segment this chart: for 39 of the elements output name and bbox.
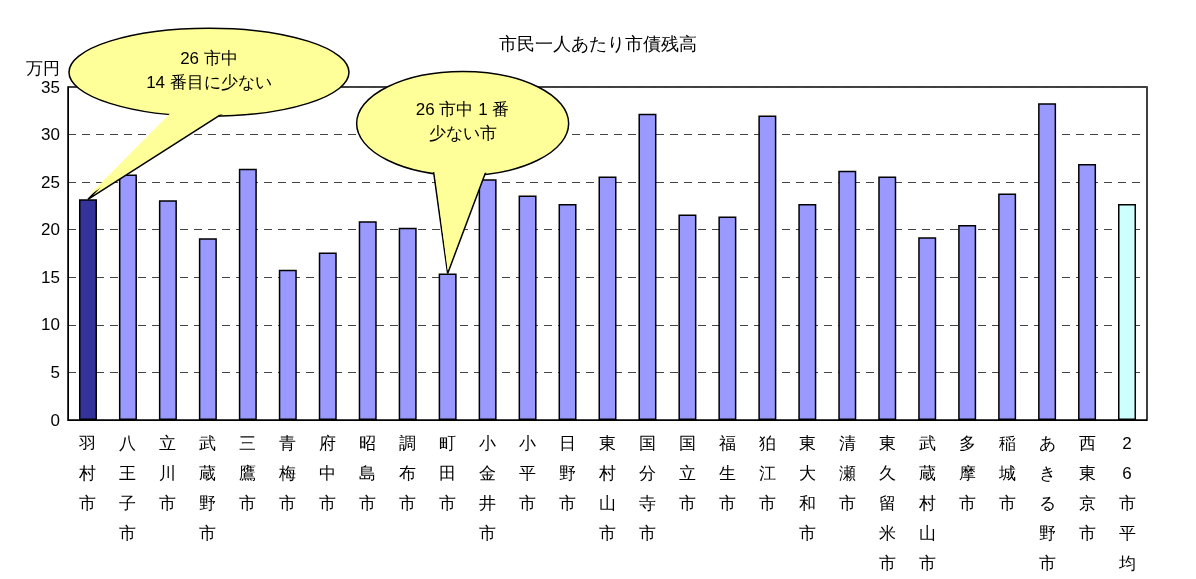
x-tick-label: 羽村市 (78, 433, 97, 513)
x-tick-label: 狛江市 (758, 433, 776, 513)
x-tick-label: 清瀬市 (838, 433, 856, 513)
y-tick-label: 10 (41, 315, 60, 335)
x-tick-label: 西東京市 (1078, 433, 1096, 543)
y-tick-label: 0 (50, 410, 60, 430)
x-tick-label: 武蔵村山市 (917, 433, 936, 573)
x-tick-label: 東大和市 (798, 433, 816, 543)
y-tick-label: 30 (41, 125, 60, 145)
annotation: 26 市中 1 番少ない市 (415, 100, 510, 144)
x-tick-label: 福生市 (718, 433, 736, 513)
x-tick-label: 町田市 (439, 433, 457, 513)
y-tick-label: 20 (41, 220, 60, 240)
x-tick-label: 多摩市 (958, 433, 976, 513)
annotation: 26 市中14 番目に少ない (146, 49, 272, 93)
y-tick-label: 5 (50, 362, 60, 382)
chart-title: 市民一人あたり市債残高 (499, 34, 697, 54)
x-tick-label: 東村山市 (598, 433, 616, 543)
x-tick-label: 小金井市 (479, 433, 497, 543)
x-tick-label: 国立市 (678, 433, 696, 513)
x-tick-label: 青梅市 (278, 433, 297, 513)
x-tick-label: 26市平均 (1117, 433, 1136, 573)
x-tick-label: 三鷹市 (239, 433, 257, 513)
x-tick-label: 立川市 (159, 433, 177, 513)
y-tick-label: 15 (41, 267, 60, 287)
x-tick-label: 小平市 (519, 433, 537, 513)
x-tick-label: あきる野市 (1038, 433, 1056, 573)
x-tick-label: 八王子市 (119, 433, 137, 543)
x-tick-label: 日野市 (559, 433, 577, 513)
y-tick-label: 25 (41, 172, 60, 192)
x-tick-label: 府中市 (319, 433, 337, 513)
y-axis-title: 万円 (26, 59, 60, 78)
x-tick-label: 昭島市 (359, 433, 377, 513)
x-tick-label: 国分寺市 (638, 433, 656, 543)
y-tick-label: 35 (41, 77, 60, 97)
x-tick-label: 東久留米市 (878, 433, 896, 573)
x-tick-label: 調布市 (399, 433, 417, 513)
x-tick-label: 稲城市 (997, 433, 1016, 513)
x-tick-label: 武蔵野市 (199, 433, 217, 543)
